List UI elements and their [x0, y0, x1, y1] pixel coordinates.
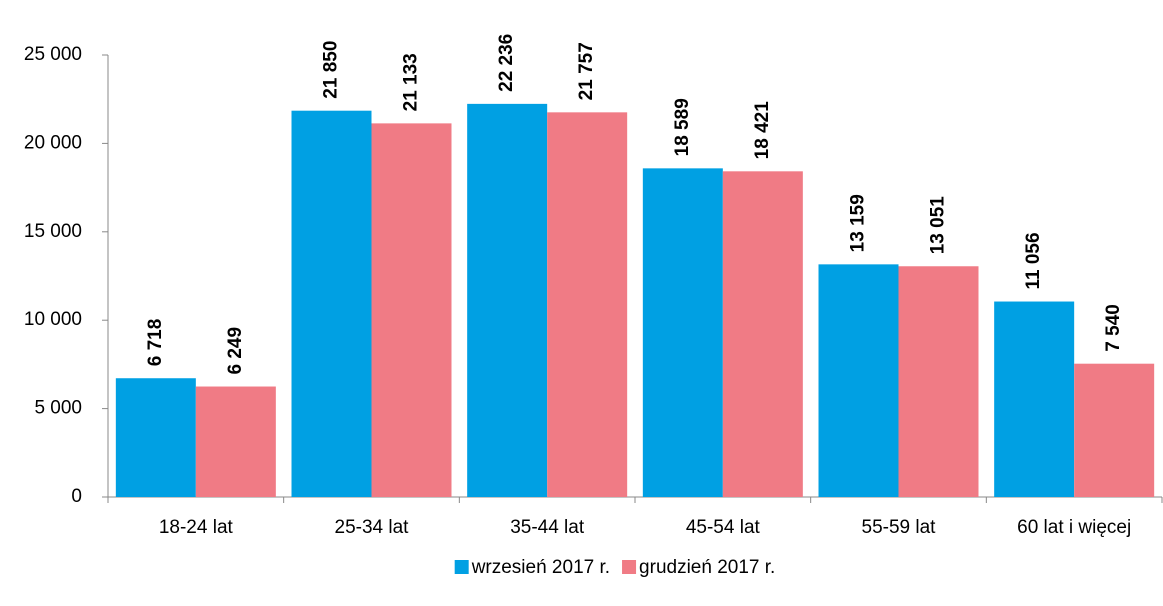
- y-tick-label: 10 000: [24, 309, 82, 330]
- bar: [994, 301, 1075, 497]
- bar: [818, 264, 899, 497]
- data-label: 11 056: [1023, 232, 1044, 289]
- bar: [898, 266, 979, 497]
- data-label: 21 757: [576, 42, 597, 100]
- x-tick-label: 25-34 lat: [335, 517, 410, 538]
- y-tick-label: 15 000: [24, 221, 82, 242]
- bar: [467, 103, 548, 497]
- y-tick-label: 20 000: [24, 132, 82, 153]
- data-label: 22 236: [496, 34, 517, 92]
- legend-label: wrzesień 2017 r.: [471, 557, 610, 578]
- data-label: 6 249: [225, 327, 246, 375]
- data-label: 21 133: [401, 53, 422, 111]
- bar: [195, 386, 276, 497]
- data-label: 13 051: [928, 196, 949, 255]
- bar: [547, 112, 628, 497]
- data-label: 18 589: [672, 98, 693, 156]
- bar: [642, 168, 723, 497]
- bar: [371, 123, 452, 497]
- bar: [722, 171, 803, 498]
- y-tick-label: 5 000: [34, 398, 82, 419]
- y-tick-label: 25 000: [24, 44, 82, 65]
- x-tick-label: 45-54 lat: [686, 517, 761, 538]
- legend-label: grudzień 2017 r.: [639, 557, 775, 578]
- data-label: 13 159: [848, 194, 869, 252]
- x-tick-label: 18-24 lat: [159, 517, 234, 538]
- data-label: 6 718: [145, 319, 166, 367]
- y-tick-label: 0: [71, 486, 82, 507]
- data-label: 21 850: [321, 41, 342, 99]
- x-tick-label: 35-44 lat: [510, 517, 585, 538]
- bar: [1074, 363, 1155, 497]
- data-label: 18 421: [752, 101, 773, 160]
- legend-swatch: [622, 560, 637, 574]
- data-label: 7 540: [1103, 304, 1124, 352]
- bar: [115, 378, 196, 497]
- legend: wrzesień 2017 r. grudzień 2017 r.: [454, 557, 775, 578]
- legend-swatch: [454, 560, 469, 574]
- x-tick-label: 60 lat i więcej: [1017, 517, 1131, 538]
- bar: [291, 110, 372, 497]
- x-tick-label: 55-59 lat: [862, 517, 937, 538]
